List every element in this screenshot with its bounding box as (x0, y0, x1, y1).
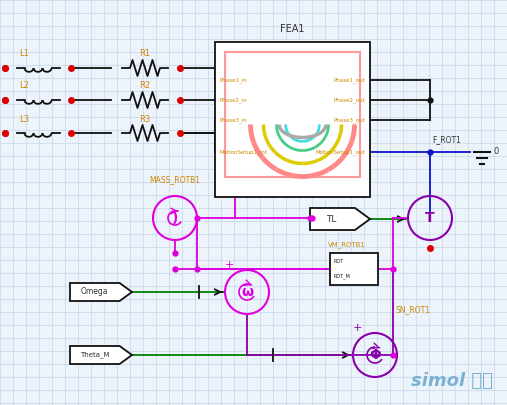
Text: SN_ROT1: SN_ROT1 (395, 305, 430, 315)
Text: R3: R3 (139, 115, 151, 124)
Text: L2: L2 (19, 81, 29, 90)
Polygon shape (70, 283, 132, 301)
Text: F_ROT1: F_ROT1 (432, 135, 461, 144)
Text: L1: L1 (19, 49, 29, 58)
Text: Phase1_out: Phase1_out (333, 77, 365, 83)
Text: Phase1_in: Phase1_in (220, 77, 248, 83)
Text: FEA1: FEA1 (280, 24, 305, 34)
Text: +: + (352, 323, 361, 333)
Bar (215, 42, 370, 197)
Text: MotionSetup1_out: MotionSetup1_out (315, 149, 365, 155)
Text: MotionSetup1_int: MotionSetup1_int (220, 149, 268, 155)
Text: Phase3_out: Phase3_out (333, 117, 365, 123)
Bar (330, 253, 378, 285)
Text: ω: ω (241, 285, 253, 299)
Text: VM_ROTB1: VM_ROTB1 (328, 241, 366, 248)
Text: Phase2_in: Phase2_in (220, 97, 248, 103)
Text: L3: L3 (19, 115, 29, 124)
Text: Omega: Omega (81, 288, 108, 296)
Text: R1: R1 (139, 49, 151, 58)
Text: Phase2_out: Phase2_out (333, 97, 365, 103)
Text: Φ: Φ (369, 348, 381, 362)
Text: +: + (224, 260, 234, 270)
Text: ROT: ROT (334, 259, 344, 264)
Text: TL: TL (326, 215, 336, 224)
Polygon shape (70, 346, 132, 364)
Text: ): ) (172, 211, 178, 225)
Text: T: T (425, 211, 435, 225)
Polygon shape (310, 208, 370, 230)
Text: MASS_ROTB1: MASS_ROTB1 (150, 175, 200, 184)
Bar (225, 52, 360, 177)
Text: Phase3_in: Phase3_in (220, 117, 248, 123)
Text: 0: 0 (494, 147, 499, 156)
Text: R2: R2 (139, 81, 151, 90)
Text: simol 西莫: simol 西莫 (411, 372, 493, 390)
Text: Theta_M: Theta_M (80, 352, 110, 358)
Text: ROT_M: ROT_M (334, 273, 351, 279)
